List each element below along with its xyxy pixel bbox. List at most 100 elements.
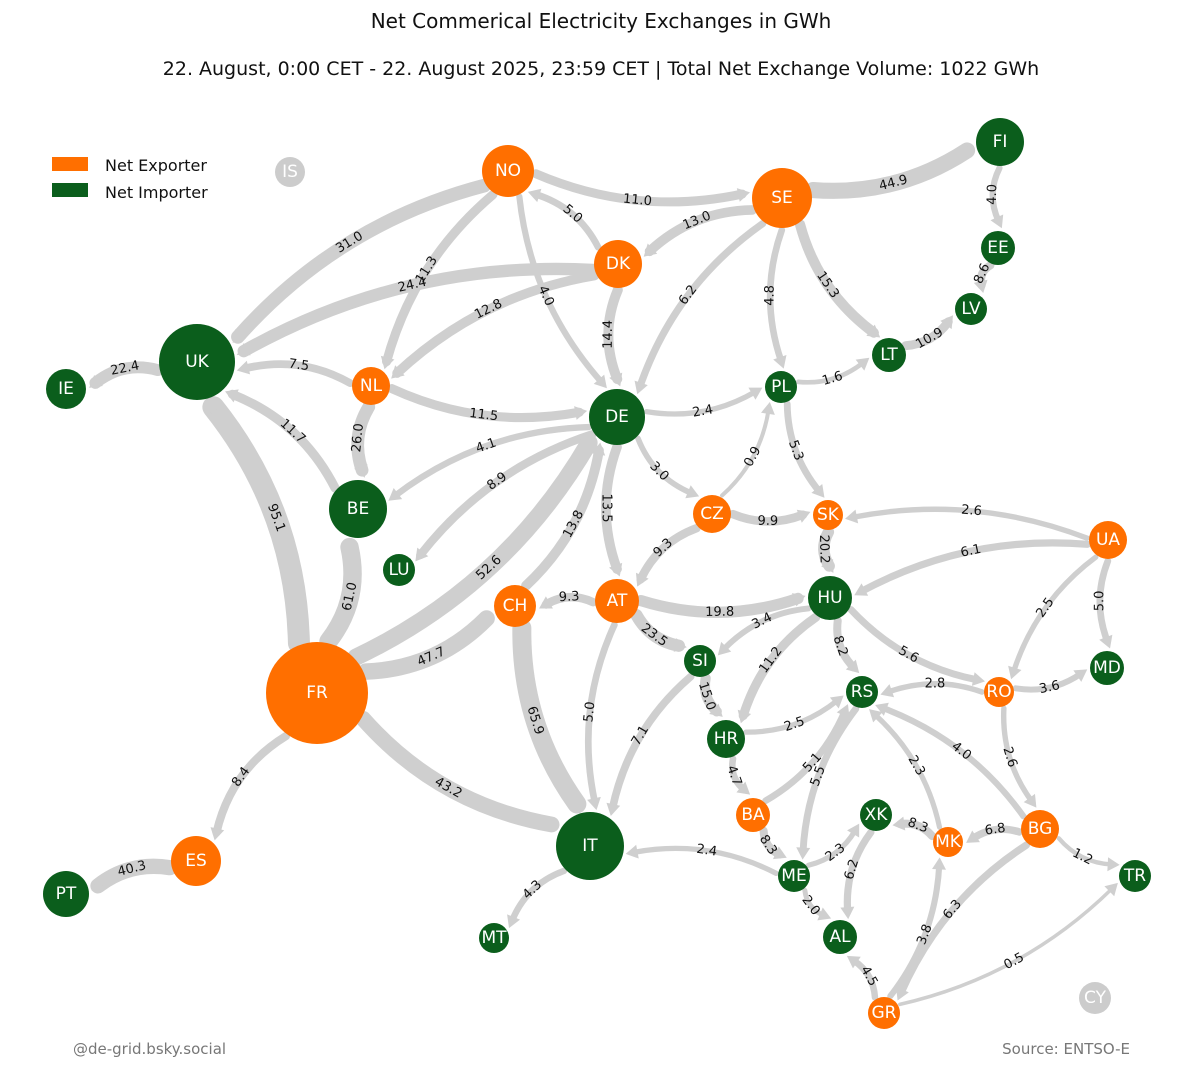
flow-label-BG-MK: 6.8 [984, 821, 1007, 839]
country-circle-ba [736, 798, 770, 832]
flow-label-SK-HU: 20.2 [816, 534, 832, 563]
flow-HR-RS [743, 697, 841, 735]
country-node-ua: UA [1089, 521, 1127, 559]
flow-arrowhead-BG-RS [875, 702, 889, 716]
country-code-ee: EE [987, 238, 1008, 258]
legend-swatch-net-exporter [52, 157, 88, 171]
flow-BE-UK [227, 389, 340, 493]
flow-label-GR-TR: 0.5 [1002, 950, 1027, 973]
country-node-bg: BG [1021, 810, 1059, 848]
flow-FR-ES [212, 731, 291, 837]
flow-arrowhead-DK-DE [609, 372, 623, 387]
flow-label-DK-DE: 14.4 [601, 320, 616, 349]
flow-GR-TR [898, 886, 1114, 1007]
legend-label-net-importer: Net Importer [105, 183, 208, 202]
flow-arrowhead-RS-ME [796, 847, 811, 860]
flow-arrowhead-UA-SK [845, 509, 859, 524]
flow-arrowhead-NL-BE [354, 464, 368, 478]
footer-source: Source: ENTSO-E [1002, 1040, 1130, 1058]
flow-label-FI-EE: 4.0 [985, 184, 1000, 205]
country-circle-dk [594, 240, 642, 288]
country-circle-lu [383, 554, 415, 586]
flow-label-UA-SK: 2.6 [961, 503, 983, 520]
country-node-gr: GR [868, 997, 900, 1029]
country-node-ee: EE [981, 231, 1015, 265]
flow-arrowhead-SI-IT [606, 802, 621, 817]
flow-label-AT-IT: 5.0 [581, 701, 598, 723]
flow-SE-LT [794, 219, 879, 338]
flow-arrowhead-BG-MK [966, 830, 980, 843]
country-node-mt: MT [479, 923, 509, 953]
country-node-is: IS [275, 157, 305, 187]
country-node-fr: FR [266, 642, 368, 744]
flow-label-AT-HU: 19.8 [705, 605, 734, 620]
flow-FI-EE [989, 164, 1003, 225]
country-code-hr: HR [714, 729, 739, 749]
flow-label-ES-PT: 40.3 [116, 858, 148, 880]
country-circle-lv [955, 293, 987, 325]
country-code-it: IT [582, 836, 598, 856]
flow-label-AT-CH: 9.3 [559, 589, 580, 605]
country-node-mk: MK [933, 827, 963, 857]
country-circle-is [275, 157, 305, 187]
country-circle-fi [976, 118, 1024, 166]
flow-arrowhead-BA-RS [836, 704, 850, 718]
flow-label-SE-DK: 13.0 [681, 208, 713, 233]
country-circle-pl [765, 371, 797, 403]
country-circle-me [778, 860, 810, 892]
country-code-gr: GR [872, 1003, 897, 1023]
flow-arrowhead-NO-SE [736, 188, 751, 202]
country-code-ch: CH [503, 596, 528, 616]
flow-arrowhead-DE-AT [609, 562, 623, 577]
flow-NL-DE [387, 384, 584, 423]
flow-label-SI-HR: 15.0 [695, 680, 718, 712]
flow-FR-UK [202, 396, 310, 655]
flow-DE-PL [643, 389, 759, 417]
country-code-bg: BG [1028, 819, 1053, 839]
country-circle-tr [1119, 860, 1151, 892]
flow-label-RO-RS: 2.8 [925, 676, 946, 691]
flow-label-PL-LT: 1.6 [821, 369, 845, 389]
chart-title: Net Commerical Electricity Exchanges in … [371, 9, 832, 33]
country-code-ie: IE [58, 379, 74, 399]
flow-label-RO-MD: 3.6 [1038, 678, 1061, 697]
flow-arrowhead-SI-HR [709, 703, 723, 717]
flow-arrowhead-RO-MD [1073, 669, 1088, 682]
flow-NO-UK [231, 178, 491, 344]
country-nodes: IS NO SE FI DK EE LV LT UK IE NL DE PL BE LU CZ SK UA CH AT… [43, 118, 1151, 1029]
flow-label-CZ-SK: 9.9 [757, 514, 778, 529]
country-node-hr: HR [707, 720, 745, 758]
flow-arrowhead-FR-DE [580, 435, 594, 450]
flow-label-RS-ME: 5.5 [808, 764, 829, 789]
country-code-es: ES [185, 851, 207, 871]
flow-arrowhead-GR-TR [1104, 882, 1118, 897]
flow-label-NO-SE: 11.0 [622, 192, 652, 210]
flow-label-RO-BG: 2.6 [999, 745, 1019, 769]
flow-arrowhead-SK-HU [821, 558, 834, 573]
flow-label-ME-IT: 2.4 [695, 842, 718, 860]
country-code-at: AT [607, 591, 628, 611]
flow-DK-UK [237, 262, 599, 358]
flow-arrowhead-UA-HU [854, 583, 869, 596]
country-code-no: NO [495, 161, 521, 181]
flow-MK-RS [872, 711, 943, 830]
country-circle-cy [1079, 982, 1111, 1014]
country-node-fi: FI [976, 118, 1024, 166]
flow-arrowhead-IT-MT [507, 914, 521, 929]
flow-UA-HU [857, 539, 1092, 596]
country-circle-nl [352, 367, 390, 405]
country-code-lv: LV [961, 299, 981, 319]
country-code-cy: CY [1084, 988, 1107, 1008]
flow-arrowhead-NO-NL [380, 355, 395, 370]
flow-label-NL-DE: 11.5 [468, 406, 499, 425]
flow-arrowhead-AT-IT [587, 796, 601, 811]
country-code-lu: LU [388, 560, 409, 580]
flow-label-BG-TR: 1.2 [1070, 846, 1095, 869]
flow-DK-DE [603, 284, 623, 385]
country-node-at: AT [595, 579, 639, 623]
flow-SE-DK [644, 205, 758, 257]
country-code-is: IS [282, 162, 298, 182]
flow-label-DE-PL: 2.4 [691, 402, 714, 420]
flow-BG-TR [1056, 836, 1114, 867]
country-code-pl: PL [771, 377, 791, 397]
